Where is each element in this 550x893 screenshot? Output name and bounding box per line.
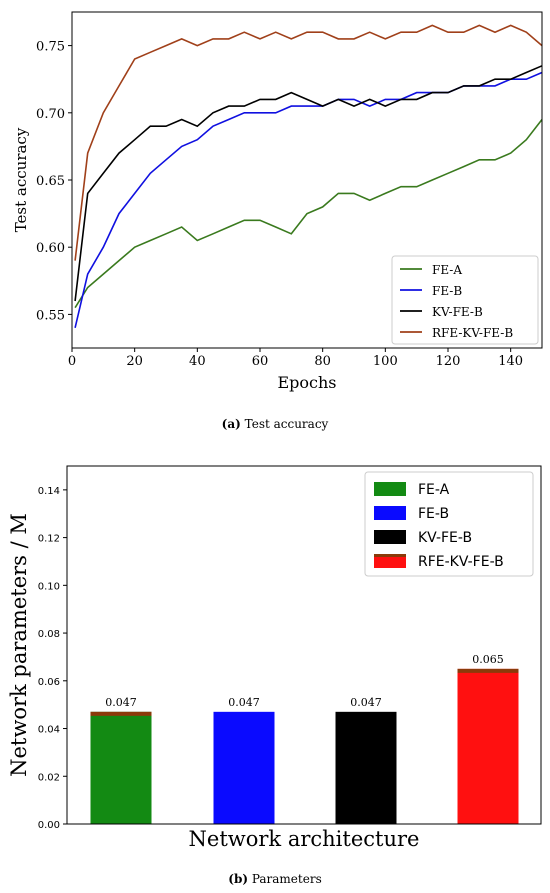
legend-box — [391, 255, 539, 345]
y-tick-label: 0.08 — [38, 629, 60, 640]
series-line-kv-fe-b — [74, 65, 543, 302]
series-line-fe-a — [74, 119, 543, 309]
y-axis-label: Test accuracy — [12, 127, 30, 232]
legend-swatch-fe-b — [374, 506, 406, 520]
legend-label-rfe-kv-fe-b: RFE-KV-FE-B — [418, 554, 504, 570]
y-tick-label: 0.65 — [36, 174, 65, 189]
caption-a-label: (a) — [221, 417, 241, 431]
legend-label-kv-fe-b: KV-FE-B — [418, 530, 472, 546]
bar-fe-b — [213, 711, 275, 824]
legend-swatch-cap — [374, 554, 406, 557]
x-tick-label: 140 — [498, 354, 523, 369]
legend-label-fe-a: FE-A — [418, 482, 450, 498]
x-tick-label: 60 — [252, 354, 269, 369]
legend-label-fe-a: FE-A — [432, 263, 462, 277]
y-tick-label: 0.70 — [36, 107, 65, 122]
y-tick-label: 0.75 — [36, 40, 65, 55]
y-tick-label: 0.12 — [38, 534, 60, 545]
bar-cap — [457, 668, 519, 673]
x-tick-label: 20 — [126, 354, 143, 369]
bar-value-label: 0.047 — [228, 696, 260, 709]
y-tick-label: 0.02 — [38, 772, 60, 783]
plot-frame — [66, 465, 542, 825]
legend-swatch-fe-a — [374, 482, 406, 496]
legend-label-fe-b: FE-B — [418, 506, 449, 522]
bar-kv-fe-b — [335, 711, 397, 824]
x-axis-label: Epochs — [277, 373, 336, 392]
bar-rfe-kv-fe-b — [457, 668, 519, 824]
caption-a-text: Test accuracy — [244, 417, 329, 431]
x-tick-label: 80 — [314, 354, 331, 369]
legend-swatch-kv-fe-b — [374, 530, 406, 544]
y-tick-label: 0.00 — [38, 820, 60, 831]
caption-a: (a) Test accuracy — [0, 417, 550, 431]
bar-value-label: 0.065 — [472, 653, 504, 666]
legend-label-fe-b: FE-B — [432, 284, 462, 298]
y-tick-label: 0.14 — [38, 486, 60, 497]
y-tick-label: 0.60 — [36, 241, 65, 256]
bar-fe-a — [90, 711, 152, 824]
caption-b-text: Parameters — [251, 872, 322, 886]
bar-value-label: 0.047 — [105, 696, 137, 709]
legend-label-kv-fe-b: KV-FE-B — [432, 305, 483, 319]
caption-b-label: (b) — [228, 872, 249, 886]
test-accuracy-chart: 0 20 40 60 80 100 120 140 0.55 0.60 0.65 0.70 0.75 Ep… — [12, 11, 543, 392]
series-line-rfe-kv-fe-b — [74, 24, 543, 261]
x-tick-label: 40 — [189, 354, 206, 369]
x-tick-label: 0 — [68, 354, 76, 369]
y-tick-label: 0.55 — [36, 308, 65, 323]
x-tick-label: 120 — [436, 354, 461, 369]
bar-cap — [90, 711, 152, 716]
legend-label-rfe-kv-fe-b: RFE-KV-FE-B — [432, 326, 513, 340]
legend-box — [364, 471, 534, 577]
legend-swatch-rfe-kv-fe-b — [374, 554, 406, 568]
x-tick-label: 100 — [373, 354, 398, 369]
caption-b: (b) Parameters — [0, 872, 550, 886]
bar-value-label: 0.047 — [350, 696, 382, 709]
y-tick-label: 0.10 — [38, 581, 60, 592]
y-tick-label: 0.04 — [38, 725, 60, 736]
y-tick-label: 0.06 — [38, 677, 60, 688]
y-axis-label: Network parameters / M — [7, 513, 31, 777]
x-axis-label: Network architecture — [189, 827, 420, 851]
